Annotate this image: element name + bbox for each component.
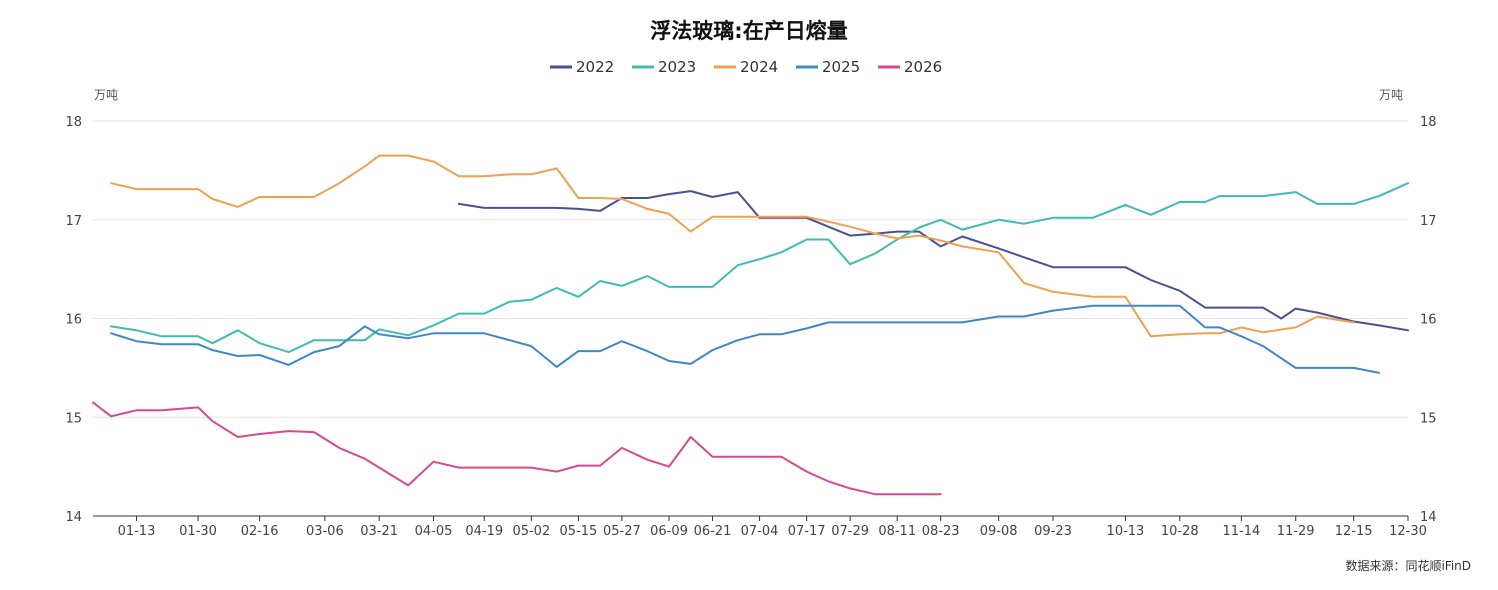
legend-label: 2023 [658, 58, 696, 76]
series-line-2022[interactable] [457, 190, 1409, 332]
x-tick-label: 09-08 [980, 524, 1018, 539]
x-axis: 01-13 01-30 02-16 03-06 03-21 04-05 04-19 05-02… [93, 515, 1427, 539]
y-axis-left: 14 15 16 17 18 [65, 115, 82, 525]
x-tick-label: 11-29 [1277, 524, 1315, 539]
x-tick-label: 03-06 [306, 524, 344, 539]
chart-title: 浮法玻璃:在产日熔量 [650, 19, 847, 43]
x-tick-label: 05-27 [603, 524, 641, 539]
legend-label: 2025 [822, 58, 860, 76]
legend-label: 2026 [904, 58, 942, 76]
x-tick-label: 07-04 [741, 524, 779, 539]
y-axis-right-unit: 万吨 [1379, 88, 1403, 102]
y-tick-label-right: 15 [1420, 411, 1437, 426]
data-source-note: 数据来源：同花顺iFinD [1345, 558, 1471, 573]
x-tick-label: 03-21 [360, 524, 398, 539]
series-line-2026[interactable] [92, 401, 942, 496]
x-tick-label: 04-19 [465, 524, 503, 539]
series-line-2023[interactable] [110, 182, 1409, 354]
x-tick-label: 11-14 [1222, 524, 1260, 539]
x-tick-label: 10-13 [1107, 524, 1145, 539]
x-tick-label: 05-02 [512, 524, 550, 539]
x-tick-label: 01-30 [179, 524, 217, 539]
y-axis-right: 14 15 16 17 18 [1420, 115, 1437, 525]
y-tick-label-right: 17 [1420, 214, 1437, 229]
y-tick-label-right: 18 [1420, 115, 1437, 130]
series-layer [92, 154, 1409, 496]
x-tick-label: 06-21 [694, 524, 732, 539]
legend-label: 2022 [576, 58, 614, 76]
x-tick-label: 12-30 [1389, 524, 1427, 539]
legend-item-2022[interactable]: 2022 [550, 58, 614, 76]
legend-item-2025[interactable]: 2025 [796, 58, 860, 76]
y-tick-label-left: 18 [65, 115, 82, 130]
x-tick-label: 05-15 [560, 524, 598, 539]
series-line-2024[interactable] [110, 154, 1355, 338]
x-tick-label: 08-23 [922, 524, 960, 539]
x-tick-label: 10-28 [1161, 524, 1199, 539]
y-axis-left-unit: 万吨 [94, 88, 118, 102]
legend-label: 2024 [740, 58, 778, 76]
y-tick-label-left: 16 [65, 313, 82, 328]
legend-item-2023[interactable]: 2023 [632, 58, 696, 76]
legend[interactable]: 2022 2023 2024 2025 2026 [550, 58, 942, 76]
x-tick-label: 09-23 [1034, 524, 1072, 539]
x-tick-label: 01-13 [118, 524, 156, 539]
legend-item-2024[interactable]: 2024 [714, 58, 778, 76]
y-tick-label-right: 14 [1420, 510, 1437, 525]
x-tick-label: 07-29 [831, 524, 869, 539]
y-tick-label-left: 14 [65, 510, 82, 525]
y-tick-label-left: 15 [65, 411, 82, 426]
y-tick-label-right: 16 [1420, 313, 1437, 328]
x-tick-label: 07-17 [788, 524, 826, 539]
x-tick-label: 12-15 [1335, 524, 1373, 539]
x-tick-label: 08-11 [878, 524, 916, 539]
x-tick-label: 06-09 [650, 524, 688, 539]
gridlines [93, 120, 1408, 418]
x-tick-label: 04-05 [415, 524, 453, 539]
x-tick-label: 02-16 [241, 524, 279, 539]
series-line-2025[interactable] [110, 304, 1380, 374]
legend-item-2026[interactable]: 2026 [878, 58, 942, 76]
y-tick-label-left: 17 [65, 214, 82, 229]
